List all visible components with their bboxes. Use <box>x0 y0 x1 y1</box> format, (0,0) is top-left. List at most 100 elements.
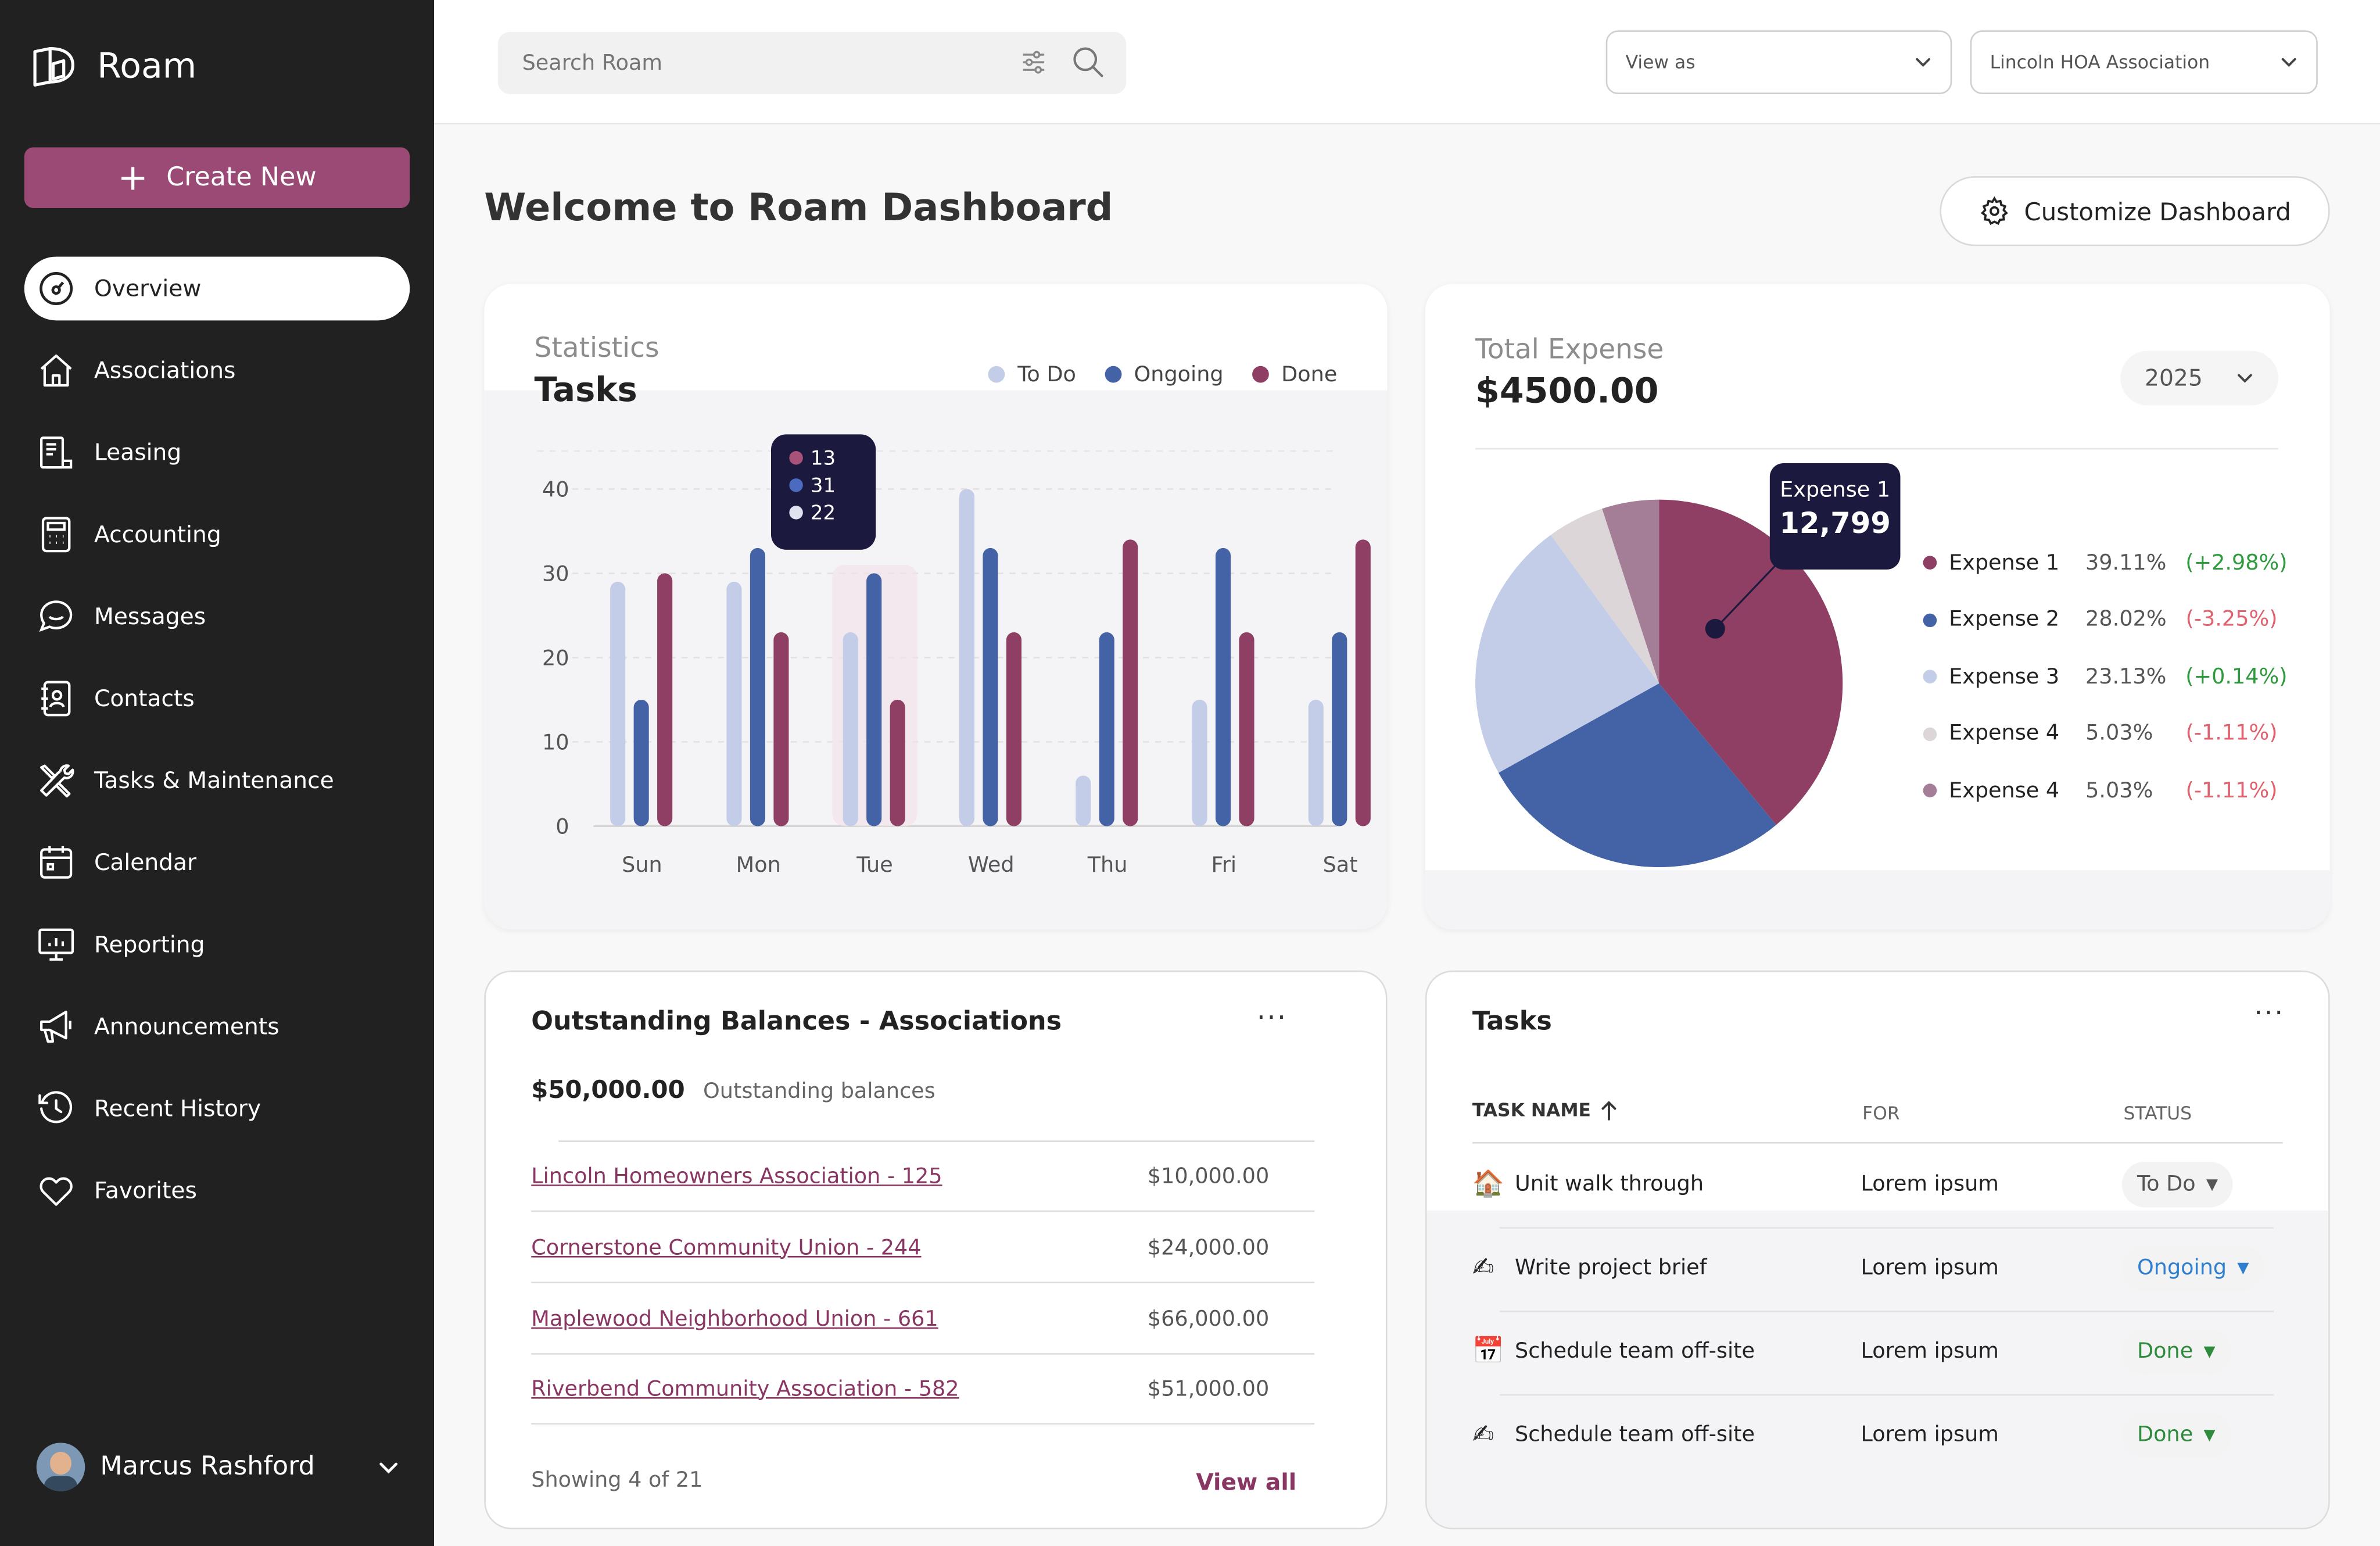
sidebar-item-messages[interactable]: Messages <box>24 585 410 649</box>
table-row[interactable]: 🏠 Unit walk through Lorem ipsum To Do ▼ <box>1426 1144 2328 1226</box>
expense-change: (+0.14%) <box>2185 664 2288 689</box>
association-link[interactable]: Cornerstone Community Union - 244 <box>531 1235 922 1260</box>
bar[interactable] <box>1239 632 1254 826</box>
task-for: Lorem ipsum <box>1861 1423 1999 1448</box>
legend-dot <box>1923 670 1937 684</box>
sidebar-item-label: Overview <box>94 274 202 302</box>
bar[interactable] <box>983 547 998 826</box>
association-link[interactable]: Maplewood Neighborhood Union - 661 <box>531 1307 938 1332</box>
legend-todo[interactable]: To Do <box>988 362 1076 386</box>
legend-dot <box>1252 366 1270 383</box>
view-all-link[interactable]: View all <box>1196 1468 1297 1496</box>
sidebar-item-announcements[interactable]: Announcements <box>24 995 410 1059</box>
sidebar-item-contacts[interactable]: Contacts <box>24 667 410 731</box>
pie-slice[interactable] <box>1475 535 1659 773</box>
page-title: Welcome to Roam Dashboard <box>484 185 1113 230</box>
user-menu[interactable]: Marcus Rashford <box>36 1443 401 1491</box>
legend-done[interactable]: Done <box>1252 362 1337 386</box>
bar[interactable] <box>610 581 626 826</box>
sidebar-item-tasks-maintenance[interactable]: Tasks & Maintenance <box>24 749 410 813</box>
pie-slice[interactable] <box>1659 499 1843 825</box>
expense-pct: 28.02% <box>2085 607 2167 632</box>
bar[interactable] <box>1332 632 1347 826</box>
status-dropdown[interactable]: Ongoing ▼ <box>2121 1245 2264 1291</box>
bar[interactable] <box>1215 547 1231 826</box>
sidebar-item-recent-history[interactable]: Recent History <box>24 1077 410 1141</box>
bar[interactable] <box>1099 632 1114 826</box>
bar-tooltip: 13 31 22 <box>770 434 876 550</box>
table-row[interactable]: 📅 Schedule team off-site Lorem ipsum Don… <box>1426 1311 2328 1393</box>
legend-ongoing[interactable]: Ongoing <box>1105 362 1224 386</box>
sidebar-item-calendar[interactable]: Calendar <box>24 831 410 894</box>
tasks-card: Tasks ··· TASK NAME FOR STATUS 🏠 Unit wa… <box>1425 970 2330 1530</box>
legend-dot <box>1923 783 1937 798</box>
bar[interactable] <box>1123 539 1138 826</box>
view-as-select[interactable]: View as <box>1605 30 1952 95</box>
y-tick-label: 0 <box>555 814 569 839</box>
tooltip-anchor-dot <box>1705 618 1725 639</box>
sidebar-item-overview[interactable]: Overview <box>24 256 410 321</box>
sidebar-item-accounting[interactable]: Accounting <box>24 503 410 567</box>
pie-slice[interactable] <box>1602 499 1659 683</box>
association-select[interactable]: Lincoln HOA Association <box>1970 30 2318 95</box>
bar[interactable] <box>890 699 905 826</box>
expense-pie-chart <box>1475 499 1843 868</box>
bar[interactable] <box>633 699 649 826</box>
column-status[interactable]: STATUS <box>2123 1103 2192 1124</box>
search-bar[interactable] <box>497 31 1127 95</box>
bar[interactable] <box>726 581 742 826</box>
column-for[interactable]: FOR <box>1862 1103 1900 1124</box>
filter-sliders-icon[interactable] <box>1020 49 1047 76</box>
chevron-down-icon[interactable] <box>377 1455 401 1479</box>
expense-legend-item[interactable]: Expense 4 5.03% (-1.11%) <box>1923 763 2288 819</box>
status-dropdown[interactable]: Done ▼ <box>2121 1412 2231 1458</box>
customize-dashboard-button[interactable]: Customize Dashboard <box>1940 176 2330 246</box>
bar[interactable] <box>866 573 882 826</box>
caret-down-icon: ▼ <box>2237 1259 2249 1277</box>
house-icon: 🏠 <box>1472 1169 1505 1200</box>
expense-change: (-1.11%) <box>2185 721 2278 746</box>
table-row[interactable]: ✍ Schedule team off-site Lorem ipsum Don… <box>1426 1394 2328 1476</box>
bar[interactable] <box>750 547 765 826</box>
sidebar-item-favorites[interactable]: Favorites <box>24 1159 410 1223</box>
bar[interactable] <box>843 632 858 826</box>
calculator-icon <box>37 515 76 554</box>
more-options-icon[interactable]: ··· <box>2254 997 2285 1030</box>
x-tick-label: Sat <box>1323 852 1358 877</box>
column-task-name[interactable]: TASK NAME <box>1472 1100 1618 1121</box>
bar[interactable] <box>773 632 789 826</box>
table-row[interactable]: ✍ Write project brief Lorem ipsum Ongoin… <box>1426 1227 2328 1309</box>
status-dropdown[interactable]: Done ▼ <box>2121 1329 2231 1375</box>
expense-legend-item[interactable]: Expense 3 23.13% (+0.14%) <box>1923 649 2288 706</box>
bar[interactable] <box>1355 539 1371 826</box>
expense-name: Expense 2 <box>1949 607 2060 632</box>
search-input[interactable] <box>522 51 1008 76</box>
search-icon[interactable] <box>1071 45 1105 78</box>
x-tick-label: Fri <box>1211 852 1237 877</box>
pie-slice[interactable] <box>1550 509 1659 683</box>
pie-slice[interactable] <box>1498 683 1776 868</box>
association-link[interactable]: Lincoln Homeowners Association - 125 <box>531 1164 942 1189</box>
association-link[interactable]: Riverbend Community Association - 582 <box>531 1376 959 1401</box>
bar[interactable] <box>1006 632 1022 826</box>
sidebar-item-label: Announcements <box>94 1012 279 1040</box>
sidebar-item-leasing[interactable]: Leasing <box>24 421 410 485</box>
expense-legend-item[interactable]: Expense 1 39.11% (+2.98%) <box>1923 535 2288 592</box>
bar[interactable] <box>1308 699 1324 826</box>
status-dropdown[interactable]: To Do ▼ <box>2121 1161 2234 1208</box>
sidebar-item-reporting[interactable]: Reporting <box>24 912 410 976</box>
bar[interactable] <box>1076 775 1091 826</box>
expense-legend-item[interactable]: Expense 2 28.02% (-3.25%) <box>1923 592 2288 649</box>
create-new-button[interactable]: + Create New <box>24 147 410 208</box>
bar[interactable] <box>1192 699 1207 826</box>
expense-name: Expense 3 <box>1949 664 2060 689</box>
roam-logo-icon <box>33 47 74 87</box>
bar[interactable] <box>959 489 975 826</box>
year-select[interactable]: 2025 <box>2120 350 2278 406</box>
expense-legend-item[interactable]: Expense 4 5.03% (-1.11%) <box>1923 706 2288 763</box>
brand[interactable]: Roam <box>30 42 196 91</box>
more-options-icon[interactable]: ··· <box>1256 1002 1288 1035</box>
sidebar-item-associations[interactable]: Associations <box>24 339 410 403</box>
history-icon <box>37 1089 76 1129</box>
bar[interactable] <box>657 573 673 826</box>
